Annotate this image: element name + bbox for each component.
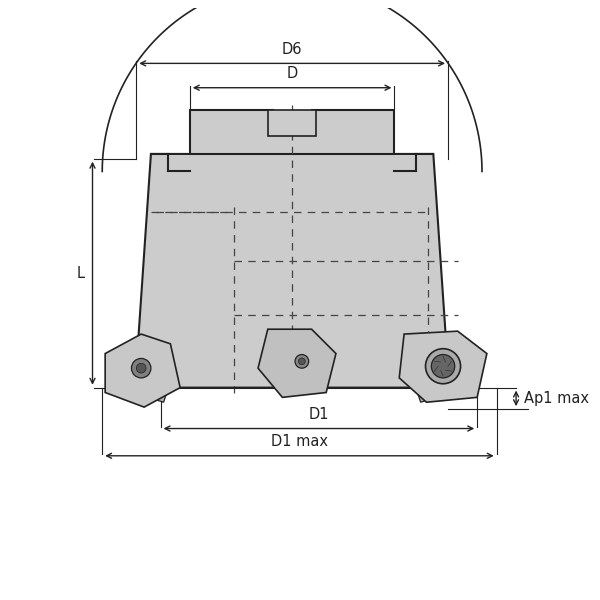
Text: D: D xyxy=(286,66,298,81)
Polygon shape xyxy=(133,368,169,402)
Text: Ap1 max: Ap1 max xyxy=(524,391,589,406)
Polygon shape xyxy=(268,110,316,136)
Polygon shape xyxy=(399,331,487,402)
Polygon shape xyxy=(105,334,180,407)
Text: D1 max: D1 max xyxy=(271,434,328,449)
Text: L: L xyxy=(77,266,85,281)
Circle shape xyxy=(295,355,308,368)
Circle shape xyxy=(298,358,305,365)
Text: D1: D1 xyxy=(308,407,329,422)
Circle shape xyxy=(431,355,455,378)
Polygon shape xyxy=(258,329,336,397)
Text: D6: D6 xyxy=(282,41,302,56)
Polygon shape xyxy=(416,368,452,402)
Polygon shape xyxy=(136,154,448,388)
Circle shape xyxy=(136,363,146,373)
Polygon shape xyxy=(190,110,394,154)
Circle shape xyxy=(131,358,151,378)
Circle shape xyxy=(425,349,461,384)
